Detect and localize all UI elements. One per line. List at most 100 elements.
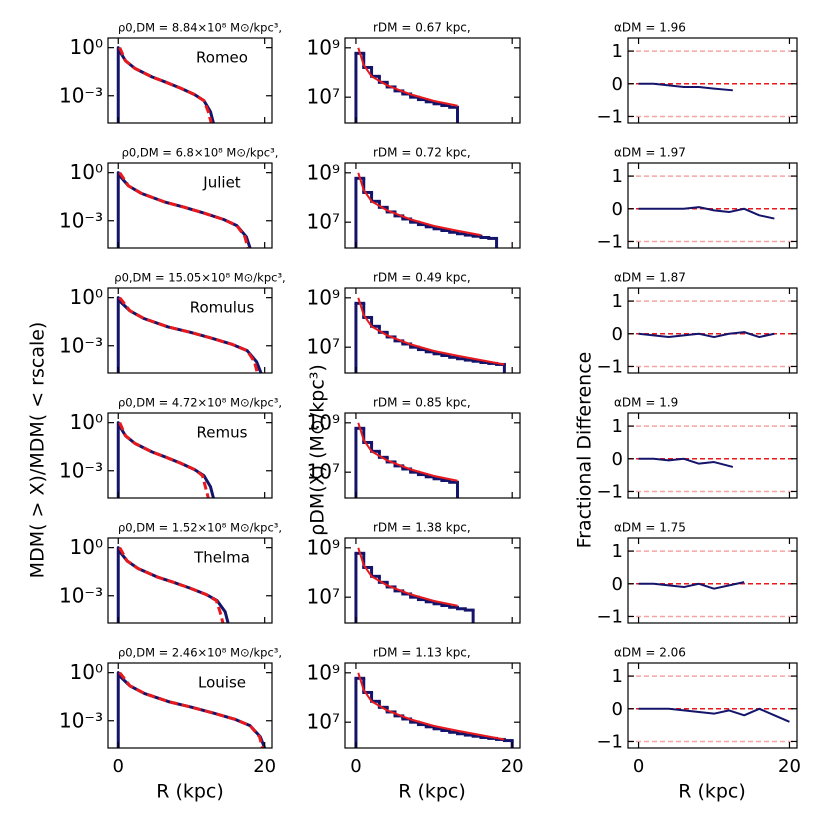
series-line	[118, 171, 250, 248]
panel	[116, 546, 230, 623]
panel-frame	[107, 662, 273, 749]
y-tick-label: 10⁷	[307, 85, 340, 109]
y-tick-label: 0	[612, 324, 623, 345]
y-tick-label: 1	[612, 166, 623, 187]
series-line	[638, 707, 790, 723]
panel-frame	[627, 412, 798, 499]
series-line	[357, 422, 458, 482]
series-line	[357, 547, 458, 607]
y-tick-label: 10⁹	[307, 285, 340, 309]
panel-frame	[344, 287, 521, 374]
y-tick-label: 10⁰	[70, 285, 103, 309]
series-line	[638, 206, 775, 220]
panel-frame	[627, 37, 798, 124]
panel	[354, 422, 459, 498]
x-axis-label: R (kpc)	[678, 781, 746, 803]
series-line	[116, 296, 263, 373]
panel-title: αDM = 1.75	[614, 521, 686, 535]
halo-name: Juliet	[202, 174, 240, 192]
series-line	[638, 457, 734, 468]
y-tick-label: 1	[612, 416, 623, 437]
series-line	[357, 47, 458, 107]
halo-name: Thelma	[193, 549, 250, 567]
y-tick-label: −1	[596, 231, 623, 252]
y-tick-label: 0	[612, 74, 623, 95]
y-tick-label: 10⁰	[70, 535, 103, 559]
panel	[354, 297, 506, 373]
y-tick-label: 1	[612, 291, 623, 312]
panel-title: αDM = 1.87	[614, 271, 686, 285]
y-tick-label: 1	[612, 41, 623, 62]
series-line	[357, 297, 505, 366]
x-tick-label: 20	[501, 756, 524, 777]
y-axis-label: ρDM(X) (M⊙/kpc³)	[307, 364, 329, 536]
series-line	[118, 296, 259, 373]
panel	[116, 46, 215, 123]
panel	[116, 171, 252, 248]
panel	[354, 547, 475, 623]
panel-frame	[344, 537, 521, 624]
x-axis-label: R (kpc)	[156, 781, 224, 803]
panel-title: ρ0,DM = 8.84×10⁸ M⊙/kpc³,	[118, 21, 282, 35]
y-tick-label: −1	[596, 481, 623, 502]
y-tick-label: 10⁻³	[59, 208, 103, 232]
y-tick-label: 10⁹	[307, 35, 340, 59]
y-tick-label: 10⁻³	[59, 583, 103, 607]
halo-name: Louise	[198, 674, 246, 692]
panel-frame	[107, 537, 273, 624]
y-tick-label: 10⁷	[307, 585, 340, 609]
panel	[354, 47, 459, 123]
panel-title: rDM = 1.13 kpc,	[373, 646, 471, 660]
panel-title: ρ0,DM = 2.46×10⁸ M⊙/kpc³,	[118, 646, 282, 660]
halo-name: Romulus	[190, 299, 255, 317]
y-tick-label: 10⁰	[70, 160, 103, 184]
x-tick-label: 20	[778, 756, 801, 777]
series-line	[118, 546, 225, 623]
y-tick-label: 0	[612, 699, 623, 720]
y-tick-label: 10⁷	[307, 335, 340, 359]
y-tick-label: −1	[596, 106, 623, 127]
panel-title: rDM = 0.72 kpc,	[373, 146, 471, 160]
panel-frame	[107, 287, 273, 374]
panel-frame	[344, 412, 521, 499]
panel-frame	[107, 37, 273, 124]
panel-frame	[627, 287, 798, 374]
panel-frame	[344, 662, 521, 749]
x-tick-label: 20	[253, 756, 276, 777]
panel-title: ρ0,DM = 4.72×10⁸ M⊙/kpc³,	[118, 396, 282, 410]
panel-title: ρ0,DM = 1.52×10⁸ M⊙/kpc³,	[118, 521, 282, 535]
halo-name: Remus	[197, 424, 248, 442]
panel-title: rDM = 0.85 kpc,	[373, 396, 471, 410]
panel-frame	[627, 537, 798, 624]
y-tick-label: −1	[596, 606, 623, 627]
x-axis-label: R (kpc)	[398, 781, 466, 803]
halo-name: Romeo	[196, 49, 248, 67]
panel-title: ρ0,DM = 15.05×10⁸ M⊙/kpc³,	[114, 271, 285, 285]
panel-frame	[107, 162, 273, 249]
panel-title: αDM = 1.97	[614, 146, 686, 160]
y-tick-label: 0	[612, 574, 623, 595]
y-tick-label: 10⁻³	[59, 458, 103, 482]
series-line	[638, 581, 745, 590]
panel	[628, 675, 797, 743]
series-line	[638, 82, 733, 92]
panel-frame	[107, 412, 273, 499]
panel	[628, 550, 797, 618]
y-axis-label: Fractional Difference	[574, 352, 596, 549]
panel-frame	[627, 162, 798, 249]
y-tick-label: 0	[612, 449, 623, 470]
series-line	[357, 172, 482, 237]
panel-frame	[344, 37, 521, 124]
y-tick-label: 0	[612, 199, 623, 220]
panel-title: αDM = 1.9	[614, 396, 678, 410]
y-tick-label: 10⁹	[307, 660, 340, 684]
y-tick-label: −1	[596, 731, 623, 752]
x-tick-label: 0	[633, 756, 644, 777]
panel	[116, 296, 263, 373]
panel	[116, 671, 267, 748]
panel	[354, 672, 514, 748]
y-tick-label: 10⁻³	[59, 708, 103, 732]
y-tick-label: 10⁷	[307, 210, 340, 234]
series-line	[118, 422, 210, 498]
y-tick-label: 10⁰	[70, 35, 103, 59]
